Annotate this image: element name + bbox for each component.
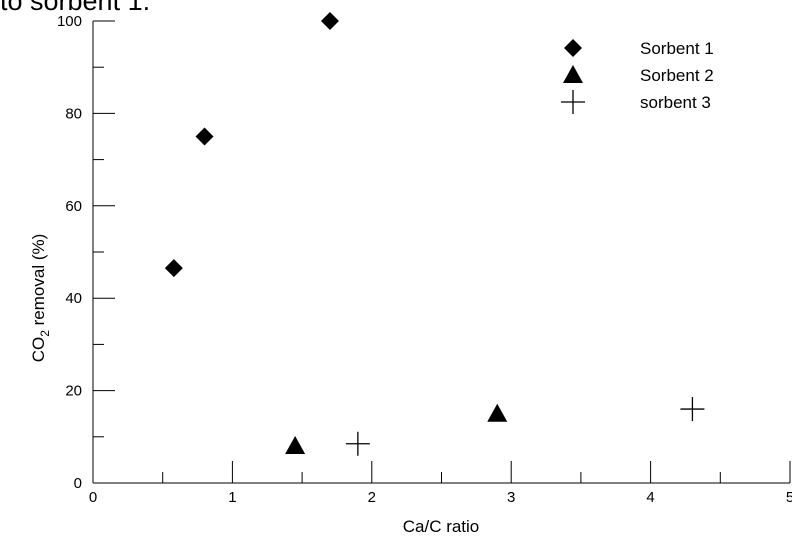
- legend-marker-diamond: [564, 39, 582, 57]
- data-point-plus: [680, 397, 705, 422]
- figure-caption-fragment: to sorbent 1.: [0, 0, 151, 16]
- x-tick-label: 3: [507, 489, 515, 506]
- y-axis-title-prefix: CO: [29, 337, 48, 363]
- x-axis-title: Ca/C ratio: [403, 517, 480, 536]
- data-point-plus: [345, 431, 370, 456]
- legend-marker-plus: [561, 90, 585, 114]
- y-tick-label: 80: [65, 105, 82, 122]
- legend: Sorbent 1 Sorbent 2 sorbent 3: [561, 39, 714, 114]
- y-axis-title-suffix: removal (%): [29, 234, 48, 330]
- legend-label: Sorbent 2: [640, 66, 714, 85]
- y-tick-label: 40: [65, 290, 82, 307]
- y-tick-label: 100: [57, 13, 82, 30]
- plot-axes: [92, 21, 790, 484]
- y-tick-label: 20: [65, 383, 82, 400]
- y-tick-label: 0: [74, 475, 82, 492]
- y-axis-title-subscript: 2: [38, 330, 52, 337]
- data-point-diamond: [195, 127, 214, 146]
- x-tick-label: 1: [228, 489, 236, 506]
- data-point-diamond: [164, 259, 183, 278]
- data-point-triangle: [487, 403, 508, 422]
- data-point-diamond: [320, 12, 339, 30]
- y-axis-title: CO2 removal (%): [29, 234, 52, 363]
- axis-ticks: 0 1 2 3 4 5 0 20 40 60 80 100: [57, 13, 792, 506]
- x-tick-label: 2: [368, 489, 376, 506]
- data-points: [164, 12, 705, 456]
- x-tick-label: 0: [89, 489, 97, 506]
- x-tick-label: 4: [646, 489, 654, 506]
- x-tick-label: 5: [786, 489, 792, 506]
- legend-label: Sorbent 1: [640, 39, 714, 58]
- legend-marker-triangle: [563, 65, 583, 83]
- data-point-triangle: [285, 436, 306, 455]
- legend-label: sorbent 3: [640, 93, 711, 112]
- y-tick-label: 60: [65, 198, 82, 215]
